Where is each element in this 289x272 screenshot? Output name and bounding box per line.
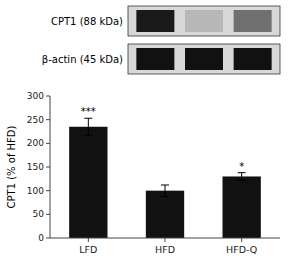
error-cap xyxy=(161,184,169,185)
bar xyxy=(146,191,184,238)
x-tick xyxy=(241,238,242,242)
significance-label: * xyxy=(239,161,244,172)
y-tick xyxy=(46,238,50,239)
y-tick xyxy=(46,119,50,120)
blot-band xyxy=(234,48,272,70)
y-axis-label: CPT1 (% of HFD) xyxy=(6,125,17,208)
error-cap xyxy=(238,180,246,181)
y-tick-label: 200 xyxy=(27,138,44,148)
error-line xyxy=(88,118,89,135)
error-bar xyxy=(84,118,92,135)
y-tick-label: 100 xyxy=(27,186,44,196)
error-cap xyxy=(84,118,92,119)
y-tick xyxy=(46,214,50,215)
bar xyxy=(69,127,107,238)
y-tick xyxy=(46,190,50,191)
y-tick-label: 250 xyxy=(27,115,44,125)
blot-band xyxy=(185,10,223,32)
significance-label: *** xyxy=(81,106,96,117)
error-line xyxy=(165,185,166,196)
bar xyxy=(223,176,261,238)
y-tick-label: 150 xyxy=(27,162,44,172)
y-tick xyxy=(46,167,50,168)
blot-label: β-actin (45 kDa) xyxy=(42,54,123,65)
blot-band xyxy=(185,48,223,70)
error-cap xyxy=(84,135,92,136)
x-tick xyxy=(88,238,89,242)
error-cap xyxy=(161,196,169,197)
blot-band xyxy=(136,10,174,32)
error-cap xyxy=(238,172,246,173)
y-tick-label: 300 xyxy=(27,91,44,101)
x-tick-label: HFD-Q xyxy=(226,244,257,255)
x-tick-label: HFD xyxy=(155,244,175,255)
blot-band xyxy=(136,48,174,70)
error-bar xyxy=(238,173,246,181)
error-line xyxy=(241,173,242,181)
blot-box xyxy=(128,44,280,74)
x-tick xyxy=(165,238,166,242)
y-tick xyxy=(46,96,50,97)
error-bar xyxy=(161,185,169,196)
y-tick-label: 50 xyxy=(33,209,45,219)
blot-box xyxy=(128,6,280,36)
chart-root: CPT1 (88 kDa) β-actin (45 kDa) 0 50 100 150 20… xyxy=(0,0,289,272)
x-tick-label: LFD xyxy=(79,244,97,255)
blot-panel: CPT1 (88 kDa) β-actin (45 kDa) xyxy=(42,6,280,74)
y-tick xyxy=(46,143,50,144)
blot-label: CPT1 (88 kDa) xyxy=(51,16,123,27)
blot-band xyxy=(234,10,272,32)
bar-panel: 0 50 100 150 200 250 300 CPT1 (% of HFD) LFD HFD H… xyxy=(6,91,281,255)
y-tick-label: 0 xyxy=(38,233,44,243)
bars xyxy=(69,118,261,238)
